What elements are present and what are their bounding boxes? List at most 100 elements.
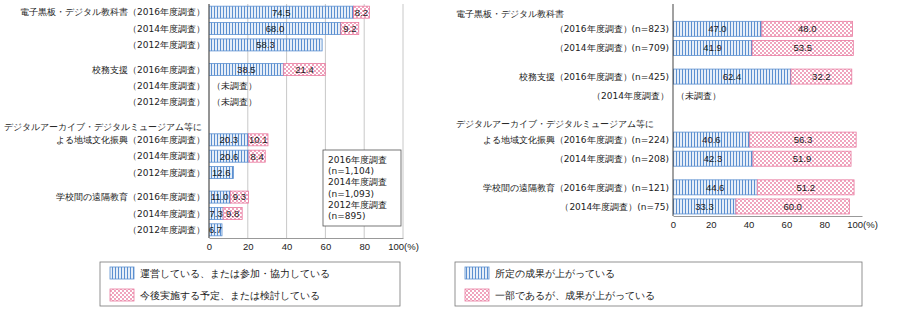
bar-segment — [209, 6, 354, 18]
bar-segment — [762, 21, 853, 36]
x-tick-label: 60 — [782, 219, 793, 230]
y-axis-line — [673, 4, 674, 216]
data-label: 68.0 — [266, 23, 285, 34]
x-tick: 80 — [819, 216, 830, 230]
x-axis-line — [674, 216, 863, 217]
data-labels: 47.041.962.440.642.344.633.348.053.532.2… — [695, 23, 830, 212]
legend-item: 所定の成果が上がっている — [465, 267, 615, 279]
legend-swatch — [110, 289, 134, 301]
legend-item: 一部であるが、成果が上がっている — [465, 289, 655, 301]
legend: 所定の成果が上がっている一部であるが、成果が上がっている — [455, 262, 862, 306]
category-label: （2012年度調査） — [128, 168, 205, 178]
x-tick: 100(%) — [388, 238, 419, 252]
data-label: 41.9 — [703, 42, 722, 53]
bar-segment — [673, 180, 757, 195]
data-label: 8.2 — [355, 7, 368, 18]
category-label: （2014年度調査）(n=709) — [555, 43, 669, 53]
legend-label: 運営している、または参加・協力している — [140, 268, 330, 279]
data-label: 9.3 — [233, 191, 246, 202]
bar-segment — [209, 63, 284, 75]
x-axis: 0 20 40 60 80 100(%) — [671, 216, 878, 230]
category-label: （2014年度調査） — [128, 24, 205, 34]
data-label: 44.6 — [706, 182, 725, 193]
legend-swatch — [465, 289, 489, 301]
data-label: 10.1 — [249, 134, 268, 145]
data-label: 48.0 — [798, 23, 817, 34]
x-tick: 0 — [671, 216, 676, 230]
bar-segment — [757, 180, 854, 195]
note-text: 2016年度調査(n=1,104)2014年度調査(n=1,093)2012年度… — [328, 155, 387, 222]
bars — [673, 21, 856, 214]
data-label: 8.4 — [251, 151, 264, 162]
grid-line — [209, 4, 210, 238]
x-tick: 60 — [321, 238, 332, 252]
category-label: （2012年度調査） — [128, 97, 205, 107]
category-label: 学校間の遠隔教育（2016年度調査） — [56, 192, 205, 202]
data-label: 9.8 — [226, 208, 239, 219]
bar-segment — [752, 40, 853, 55]
x-tick: 80 — [359, 238, 370, 252]
bar-segment — [673, 151, 753, 166]
note-box: 2016年度調査(n=1,104)2014年度調査(n=1,093)2012年度… — [323, 150, 401, 226]
data-label: 32.2 — [812, 71, 831, 82]
legend-item: 運営している、または参加・協力している — [110, 267, 330, 279]
data-label: 20.3 — [219, 134, 238, 145]
data-label: 33.3 — [695, 201, 714, 212]
note-frame — [323, 150, 401, 226]
bar-segment — [209, 167, 233, 179]
data-label: 51.9 — [793, 153, 812, 164]
bar-segment — [230, 191, 248, 203]
x-tick-label: 20 — [706, 219, 717, 230]
category-label: （2014年度調査） — [128, 151, 205, 161]
x-tick-label: 20 — [243, 241, 254, 252]
bar-segment — [223, 207, 242, 219]
bar-segment — [673, 21, 762, 36]
legend-swatch — [110, 267, 134, 279]
data-label: 9.2 — [343, 23, 356, 34]
legend-frame — [455, 262, 862, 306]
grid — [209, 4, 403, 238]
data-label: 47.0 — [708, 23, 727, 34]
data-label: 62.4 — [723, 71, 742, 82]
x-tick-label: 80 — [359, 241, 370, 252]
category-label: （2014年度調査） — [128, 81, 205, 91]
bar-segment — [209, 23, 341, 35]
category-label: 校務支援（2016年度調査） — [91, 65, 205, 75]
category-label: （2014年度調査） — [592, 91, 669, 101]
x-tick-label: 40 — [744, 219, 755, 230]
x-tick: 20 — [706, 216, 717, 230]
x-tick-label: 0 — [207, 241, 212, 252]
bar-segment — [354, 6, 370, 18]
x-tick-label: 40 — [282, 241, 293, 252]
data-label: 56.3 — [794, 134, 813, 145]
bar-segment — [209, 39, 322, 51]
legend-swatch — [465, 267, 489, 279]
category-label: 校務支援（2016年度調査）(n=425) — [518, 72, 669, 82]
annotation: （未調査） — [212, 97, 257, 107]
category-label: 電子黒板・デジタル教科書（2016年度調査）(n=823) — [456, 9, 669, 34]
category-label: 学校間の遠隔教育（2016年度調査）(n=121) — [483, 183, 669, 193]
data-label: 7.3 — [209, 208, 222, 219]
data-label: 40.6 — [702, 134, 721, 145]
bar-segment — [209, 191, 230, 203]
category-label: デジタルアーカイブ・デジタルミュージアム等による地域文化振興（2016年度調査） — [4, 122, 205, 145]
x-tick-label: 60 — [321, 241, 332, 252]
x-tick-label: 100(%) — [388, 241, 419, 252]
category-label: デジタルアーカイブ・デジタルミュージアム等による地域文化振興（2016年度調査）… — [456, 119, 669, 144]
x-tick: 100(%) — [847, 216, 878, 230]
category-labels: 電子黒板・デジタル教科書（2016年度調査） （2014年度調査） （2012年度調… — [4, 7, 205, 235]
bar-segment — [209, 150, 249, 162]
data-label: 12.6 — [212, 167, 231, 178]
x-tick: 20 — [243, 238, 254, 252]
x-tick: 60 — [782, 216, 793, 230]
data-label: 21.4 — [295, 64, 314, 75]
legend-label: 所定の成果が上がっている — [495, 268, 615, 279]
data-label: 58.3 — [256, 39, 275, 50]
category-label: 電子黒板・デジタル教科書（2016年度調査） — [20, 7, 205, 17]
chart-panel: 0 20 40 60 80 100(%) 47.0 41.9 62.4 40.6 42.3 44.6 3… — [455, 4, 878, 306]
data-label: 42.3 — [704, 153, 723, 164]
bar-segment — [753, 151, 851, 166]
bar-segment — [248, 134, 268, 146]
data-label: 74.5 — [272, 7, 291, 18]
data-label: 6.7 — [209, 224, 222, 235]
